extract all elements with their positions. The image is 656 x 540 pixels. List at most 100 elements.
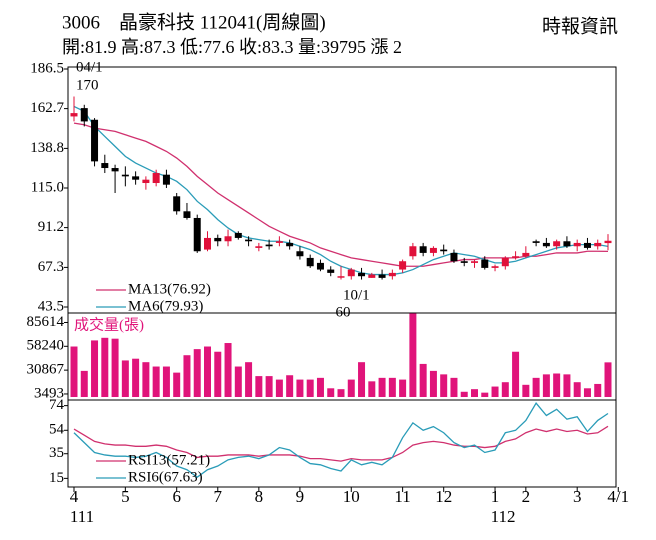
candle-body	[583, 242, 591, 248]
candle-body	[152, 173, 160, 184]
volume-bar	[532, 377, 540, 397]
y-tick-label: 85614	[27, 314, 65, 330]
legend-label: RSI6(67.63)	[128, 469, 203, 485]
x-tick-label: 1	[491, 487, 500, 506]
candle-body	[512, 256, 520, 258]
candle-body	[183, 211, 191, 218]
volume-bar	[193, 349, 201, 397]
candle-body	[460, 261, 468, 263]
candle-body	[471, 261, 478, 263]
y-tick-label: 35	[49, 445, 64, 461]
x-tick-label: 10	[343, 487, 360, 506]
candle-body	[255, 246, 263, 248]
volume-bar	[471, 389, 478, 397]
volume-bar	[553, 373, 561, 397]
volume-bar	[388, 377, 396, 397]
volume-bar	[563, 374, 571, 397]
volume-bar	[91, 340, 99, 397]
volume-bar	[440, 374, 448, 397]
volume-bar	[255, 376, 263, 397]
volume-bar	[152, 366, 160, 397]
candle-body	[306, 257, 314, 267]
volume-bar	[275, 379, 283, 397]
x-tick-label: 12	[435, 487, 452, 506]
volume-bar	[604, 362, 612, 397]
y-tick-label: 91.2	[38, 219, 64, 235]
y-tick-label: 54	[49, 422, 65, 438]
y-tick-label: 43.5	[38, 298, 64, 314]
candle-body	[214, 237, 222, 242]
candle-body	[501, 257, 509, 267]
candle-body	[111, 168, 119, 172]
source: 時報資訊	[542, 15, 618, 37]
x-tick-label: 5	[121, 487, 130, 506]
volume-title: 成交量(張)	[74, 315, 144, 333]
volume-bar	[460, 391, 468, 397]
candle-body	[563, 241, 571, 247]
candle-body	[91, 119, 99, 162]
candle-body	[245, 239, 253, 242]
volume-bar	[70, 346, 78, 397]
annotation: 04/1	[76, 59, 103, 75]
x-tick-label: 3	[573, 487, 582, 506]
candle-body	[121, 174, 129, 177]
candle-body	[409, 246, 417, 257]
candle-body	[388, 272, 396, 277]
candle-body	[481, 259, 489, 268]
candle-body	[522, 252, 530, 257]
volume-bar	[409, 313, 417, 397]
candle-body	[132, 176, 140, 180]
volume-bar	[80, 370, 88, 397]
candle-body	[70, 113, 78, 117]
x-tick-label: 7	[214, 487, 223, 506]
legend-label: MA6(79.93)	[128, 298, 203, 314]
volume-bar	[512, 351, 520, 397]
annotation: 10/1	[343, 287, 370, 303]
y-tick-label: 58240	[27, 338, 65, 354]
x-tick-label: 6	[172, 487, 181, 506]
candle-body	[173, 196, 181, 212]
volume-bar	[450, 377, 458, 397]
y-tick-label: 74	[49, 397, 65, 413]
y-tick-label: 3493	[34, 385, 64, 401]
line-series	[73, 425, 609, 462]
candle-body	[532, 241, 540, 243]
y-tick-label: 138.8	[30, 140, 64, 156]
x-sublabel: 111	[70, 507, 94, 526]
candle-body	[193, 217, 201, 252]
candle-body	[265, 244, 273, 247]
candle-body	[553, 241, 561, 247]
volume-bar	[573, 382, 581, 397]
y-tick-label: 115.0	[31, 179, 64, 195]
volume-bar	[142, 362, 150, 397]
candle-body	[275, 241, 283, 243]
volume-bar	[347, 379, 355, 397]
volume-bar	[265, 376, 273, 397]
volume-bar	[173, 372, 181, 397]
candle-body	[296, 251, 304, 257]
frame	[67, 66, 617, 488]
line-series	[73, 105, 609, 276]
volume-bar	[399, 379, 407, 397]
candle-body	[604, 240, 612, 244]
candle-body	[378, 274, 386, 278]
volume-bar	[358, 362, 366, 397]
candle-body	[142, 179, 150, 184]
volume-bar	[368, 381, 376, 397]
x-tick-label: 2	[522, 487, 531, 506]
candle-body	[358, 272, 366, 277]
volume-bar	[286, 375, 294, 397]
volume-bar	[234, 366, 242, 397]
candle-body	[542, 242, 550, 247]
x-tick-label: 8	[255, 487, 264, 506]
candle-body	[573, 242, 581, 247]
candle-body	[204, 237, 211, 250]
legend-label: RSI13(57.21)	[128, 452, 210, 468]
volume-bar	[224, 343, 232, 397]
volume-bar	[327, 388, 335, 397]
volume-bar	[204, 346, 211, 397]
x-tick-label: 4/1	[607, 487, 629, 506]
legend-label: MA13(76.92)	[128, 281, 211, 297]
volume-bar	[501, 382, 509, 397]
